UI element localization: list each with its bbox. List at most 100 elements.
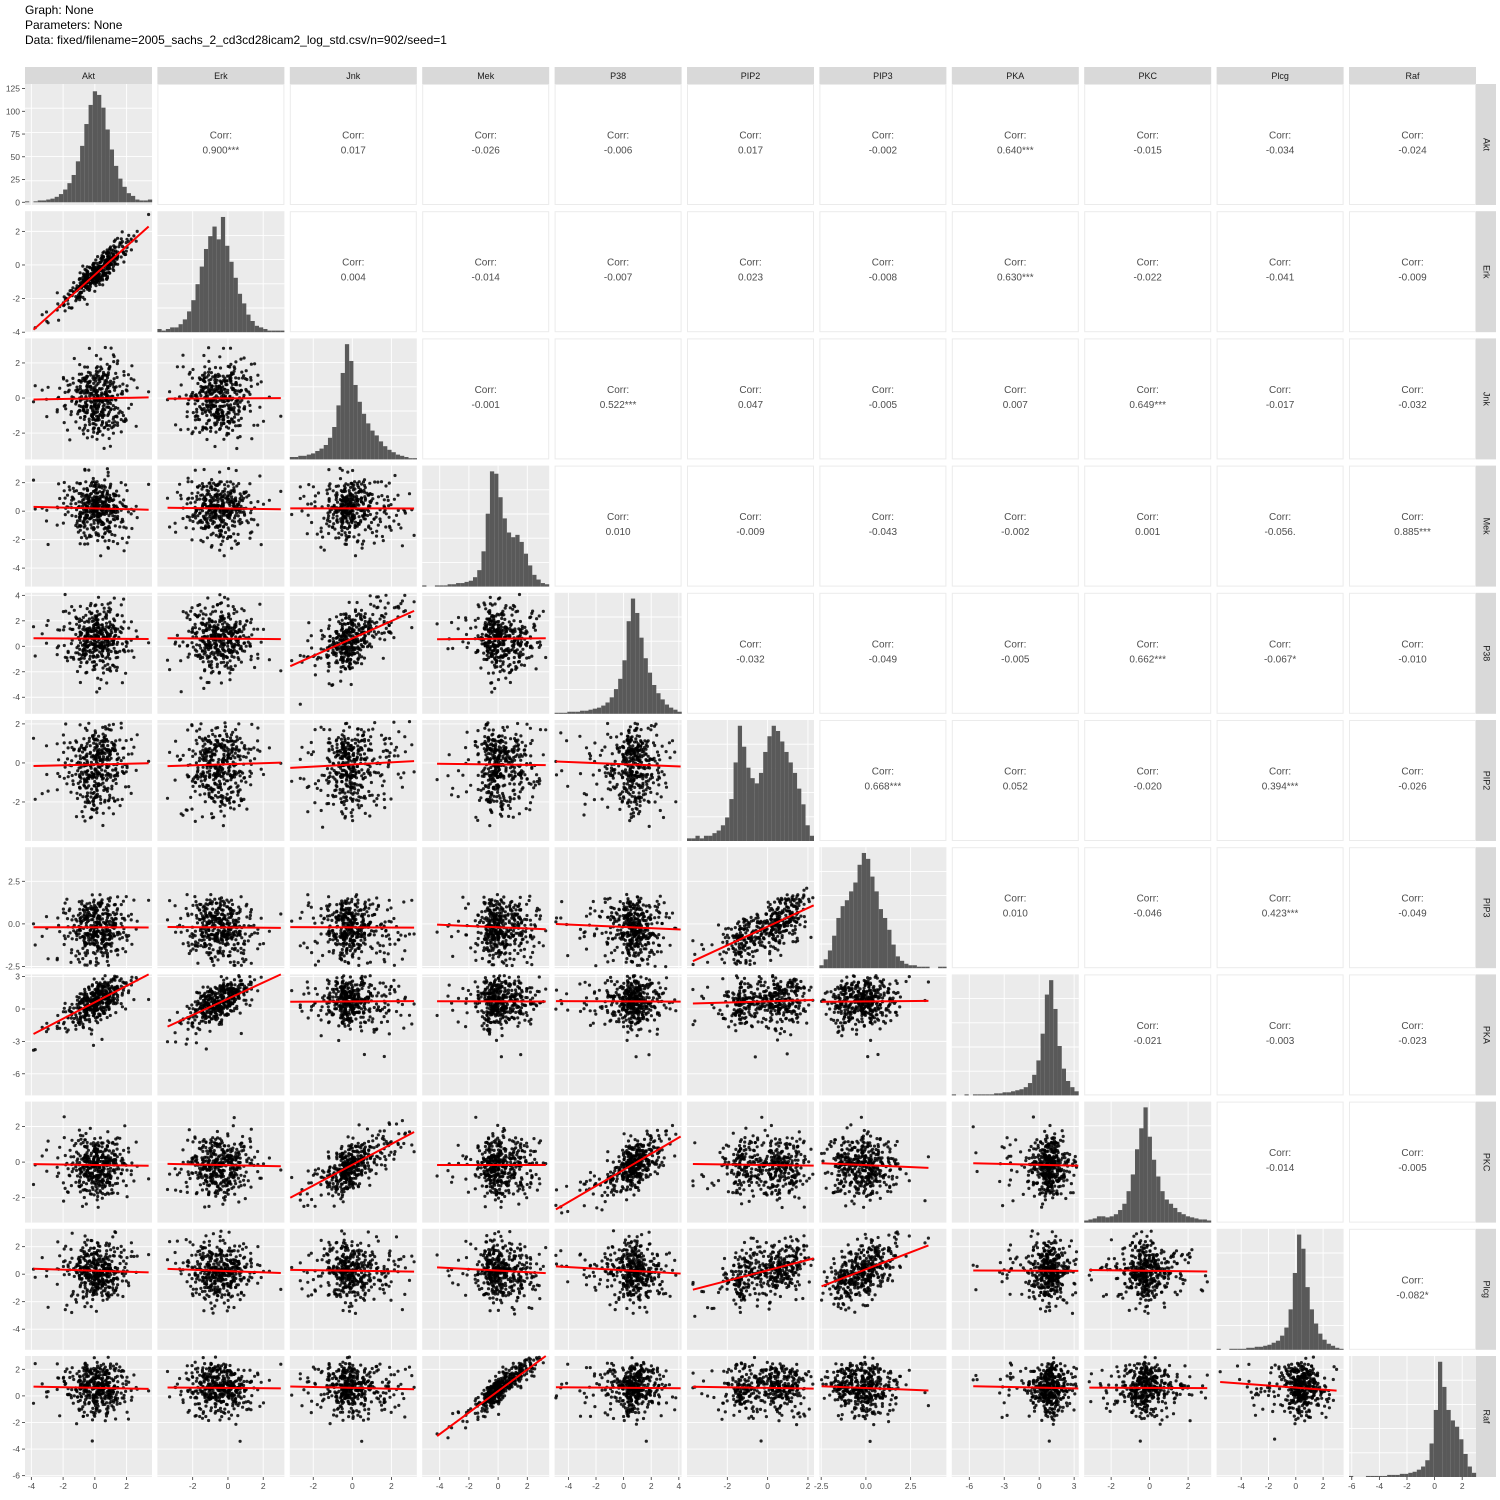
scatter-point [83, 468, 87, 472]
scatter-point [87, 617, 91, 621]
histogram-bar [515, 534, 520, 587]
scatter-point [249, 362, 253, 366]
scatter-point [77, 766, 81, 770]
scatter-point [181, 640, 185, 644]
scatter-point [78, 387, 82, 391]
scatter-point [100, 399, 104, 403]
histogram-bar [237, 293, 243, 333]
corr-panel-border [687, 211, 814, 333]
scatter-point [113, 665, 117, 669]
scatter-point [111, 517, 115, 522]
scatter-point [235, 542, 239, 546]
scatter-point [256, 423, 260, 427]
histogram-bar [323, 444, 328, 460]
scatter-point [205, 484, 209, 488]
histogram-bar [571, 711, 576, 714]
scatter-point [320, 637, 324, 641]
scatter-point [75, 740, 79, 744]
scatter-point [340, 494, 344, 498]
scatter-point [118, 804, 122, 808]
scatter-point [65, 379, 69, 383]
scatter-point [502, 669, 506, 673]
scatter-point [44, 744, 49, 748]
scatter-point [57, 318, 61, 322]
scatter-point [347, 631, 351, 635]
scatter-point [412, 533, 416, 538]
scatter-point [111, 431, 115, 435]
corr-label: Corr: [1137, 258, 1159, 269]
corr-panel-border [1084, 465, 1212, 587]
scatter-point [103, 382, 107, 386]
scatter-point [327, 531, 331, 536]
scatter-point [232, 607, 237, 612]
scatter-point [215, 514, 219, 518]
scatter-point [78, 416, 83, 420]
scatter-point [240, 520, 244, 525]
corr-panel-border [951, 84, 1079, 205]
scatter-point [101, 743, 105, 747]
scatter-point [215, 603, 220, 607]
scatter-point [69, 790, 73, 794]
histogram-bar [118, 178, 123, 203]
scatter-point [349, 511, 353, 516]
scatter-point [230, 418, 234, 422]
scatter-point [403, 593, 407, 598]
strip-right-pkc [1476, 1101, 1496, 1223]
scatter-point [338, 466, 342, 470]
scatter-point [205, 646, 209, 650]
corr-label: Corr: [1137, 385, 1159, 396]
scatter-point [78, 363, 82, 367]
scatter-point [469, 626, 473, 630]
scatter-point [90, 513, 94, 517]
scatter-point [109, 520, 113, 524]
histogram-bar [114, 165, 119, 203]
scatter-point [499, 664, 503, 669]
scatter-point [86, 510, 90, 514]
scatter-point [378, 599, 383, 603]
scatter-point [100, 520, 104, 524]
scatter-point [74, 815, 79, 819]
scatter-point [373, 480, 377, 484]
histogram-bar [294, 456, 299, 460]
strip-right-raf [1476, 1356, 1496, 1477]
scatter-point [223, 530, 228, 535]
scatter-point [198, 430, 202, 434]
scatter-point [343, 531, 347, 535]
scatter-point [218, 593, 222, 597]
scatter-point [92, 504, 96, 508]
scatter-point [209, 429, 213, 433]
scatter-point [120, 614, 124, 618]
scatter-point [507, 656, 511, 661]
scatter-point [84, 480, 88, 484]
scatter-point [319, 545, 323, 549]
scatter-point [175, 633, 179, 638]
histogram-bar [584, 710, 589, 714]
scatter-point [221, 622, 225, 626]
scatter-point [108, 796, 112, 800]
corr-label: Corr: [1401, 131, 1423, 142]
histogram-bar [473, 577, 478, 587]
data-line: Data: fixed/filename=2005_sachs_2_cd3cd2… [25, 33, 447, 48]
scatter-point [492, 644, 496, 648]
scatter-point [196, 514, 200, 518]
scatter-point [348, 524, 352, 528]
histogram-bar [344, 344, 350, 460]
corr-value: -0.005 [1001, 654, 1030, 665]
scatter-point [120, 681, 124, 685]
scatter-point [78, 481, 82, 486]
scatter-point [206, 639, 210, 644]
histogram-bar [391, 452, 396, 460]
corr-label: Corr: [475, 385, 497, 396]
scatter-point [348, 491, 352, 495]
scatter-point [352, 535, 356, 539]
scatter-point [362, 517, 366, 521]
scatter-point [237, 628, 241, 632]
scatter-point [91, 655, 95, 659]
scatter-point [96, 654, 100, 659]
scatter-point [125, 384, 129, 388]
scatter-point [378, 517, 382, 521]
scatter-point [256, 382, 260, 386]
scatter-point [33, 654, 37, 658]
scatter-point [58, 386, 62, 390]
scatter-point [95, 609, 99, 614]
